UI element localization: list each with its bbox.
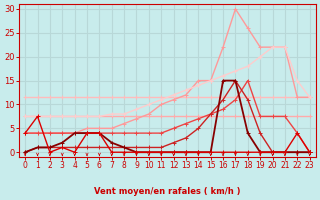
X-axis label: Vent moyen/en rafales ( km/h ): Vent moyen/en rafales ( km/h ) <box>94 187 241 196</box>
